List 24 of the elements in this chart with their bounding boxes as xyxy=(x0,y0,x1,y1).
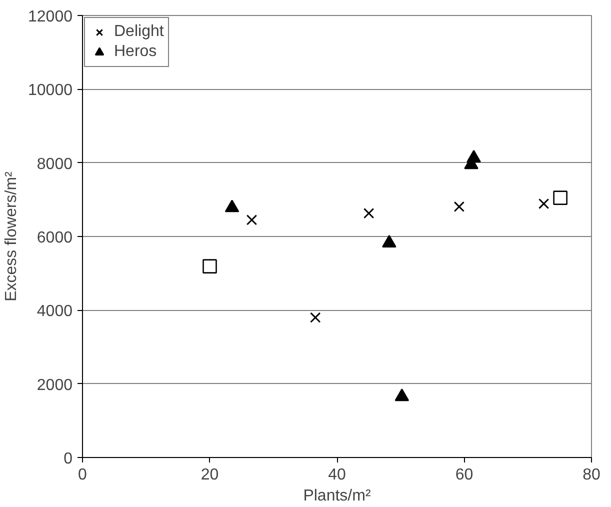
y-tick-label: 0 xyxy=(64,450,73,468)
point xyxy=(454,201,465,212)
y-tick-label: 2000 xyxy=(36,376,73,394)
x-tick-label: 60 xyxy=(455,466,474,484)
x-tick-label: 0 xyxy=(78,466,88,484)
point xyxy=(310,312,321,323)
x-tick-label: 40 xyxy=(328,466,346,484)
point xyxy=(246,214,258,226)
y-axis-title: Excess flowers/m² xyxy=(3,170,20,302)
x-axis-title: Plants/m² xyxy=(303,488,372,504)
point xyxy=(202,259,217,274)
legend-label: Delight xyxy=(114,23,164,41)
x-tick-label: 20 xyxy=(200,466,219,484)
point xyxy=(538,198,550,210)
legend-label: Heros xyxy=(114,43,157,61)
y-tick-label: 6000 xyxy=(36,230,73,246)
point xyxy=(363,208,374,219)
y-tick-label: 12000 xyxy=(28,8,73,26)
y-tick-label: 10000 xyxy=(28,82,73,100)
y-tick-label: 8000 xyxy=(36,156,73,173)
x-tick-label: 80 xyxy=(582,466,600,484)
point xyxy=(553,190,568,205)
point xyxy=(394,388,410,402)
y-tick-label: 4000 xyxy=(36,303,73,320)
